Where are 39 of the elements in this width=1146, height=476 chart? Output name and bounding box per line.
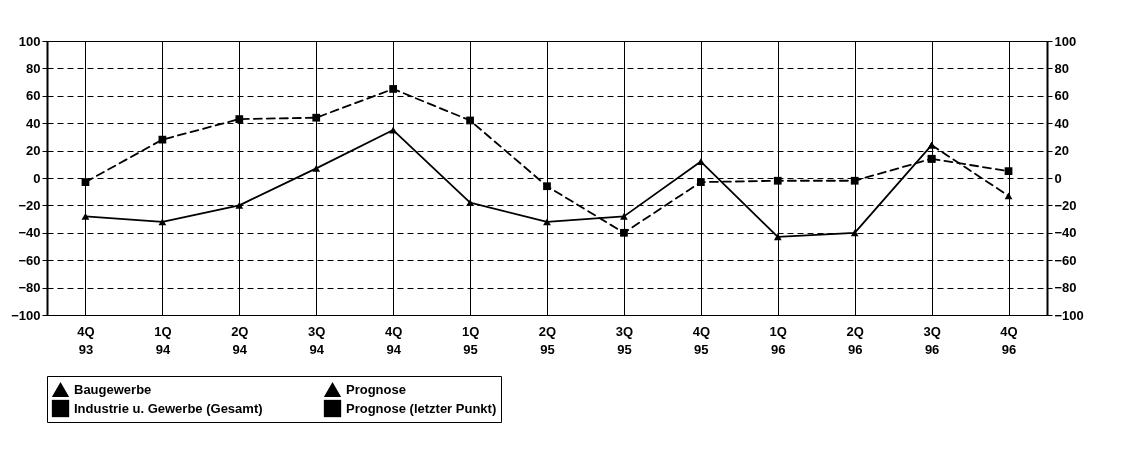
x-tick-label: 3Q 96 [923,323,941,357]
y2-tick-label: 80 [1054,60,1069,76]
x-tick-label: 1Q 94 [154,323,172,357]
y2-tick-label: 100 [1054,33,1077,49]
y2-tick-label: −80 [1054,280,1077,296]
y-tick-label: 60 [26,88,41,104]
legend-label: Industrie u. Gewerbe (Gesamt) [74,400,263,416]
y2-tick-label: −100 [1054,307,1084,323]
y2-tick-label: 40 [1054,115,1069,131]
x-tick-label: 1Q 96 [769,323,787,357]
y-tick-label: −60 [18,252,41,268]
x-tick-label: 3Q 95 [615,323,634,357]
x-tick-label: 2Q 94 [231,323,249,357]
y2-tick-label: −20 [1054,197,1077,213]
y-tick-label: 0 [33,170,41,186]
y-tick-label: −20 [18,197,41,213]
x-tick-label: 4Q 93 [77,323,95,357]
y2-tick-label: −60 [1054,252,1077,268]
y-tick-label: −40 [18,225,41,241]
y2-tick-label: 20 [1054,143,1069,159]
y-tick-label: 40 [26,115,41,131]
x-tick-label: 4Q 94 [384,323,403,357]
x-tick-label: 3Q 94 [308,323,326,357]
legend-label: Prognose [346,381,406,397]
y-tick-label: −100 [11,307,41,323]
x-tick-label: 1Q 95 [461,323,480,357]
y2-tick-label: 60 [1054,88,1069,104]
x-tick-label: 4Q 96 [1000,323,1018,357]
y-tick-label: 100 [18,33,41,49]
x-tick-label: 2Q 95 [538,323,557,357]
y-tick-label: 20 [26,143,41,159]
y2-tick-label: −40 [1054,225,1077,241]
x-tick-label: 2Q 96 [846,323,864,357]
legend-label: Baugewerbe [74,381,152,397]
y-tick-label: −80 [18,280,41,296]
y2-tick-label: 0 [1054,170,1062,186]
x-tick-label: 4Q 95 [692,323,711,357]
legend-label: Prognose (letzter Punkt) [346,400,497,416]
y-tick-label: 80 [26,60,41,76]
